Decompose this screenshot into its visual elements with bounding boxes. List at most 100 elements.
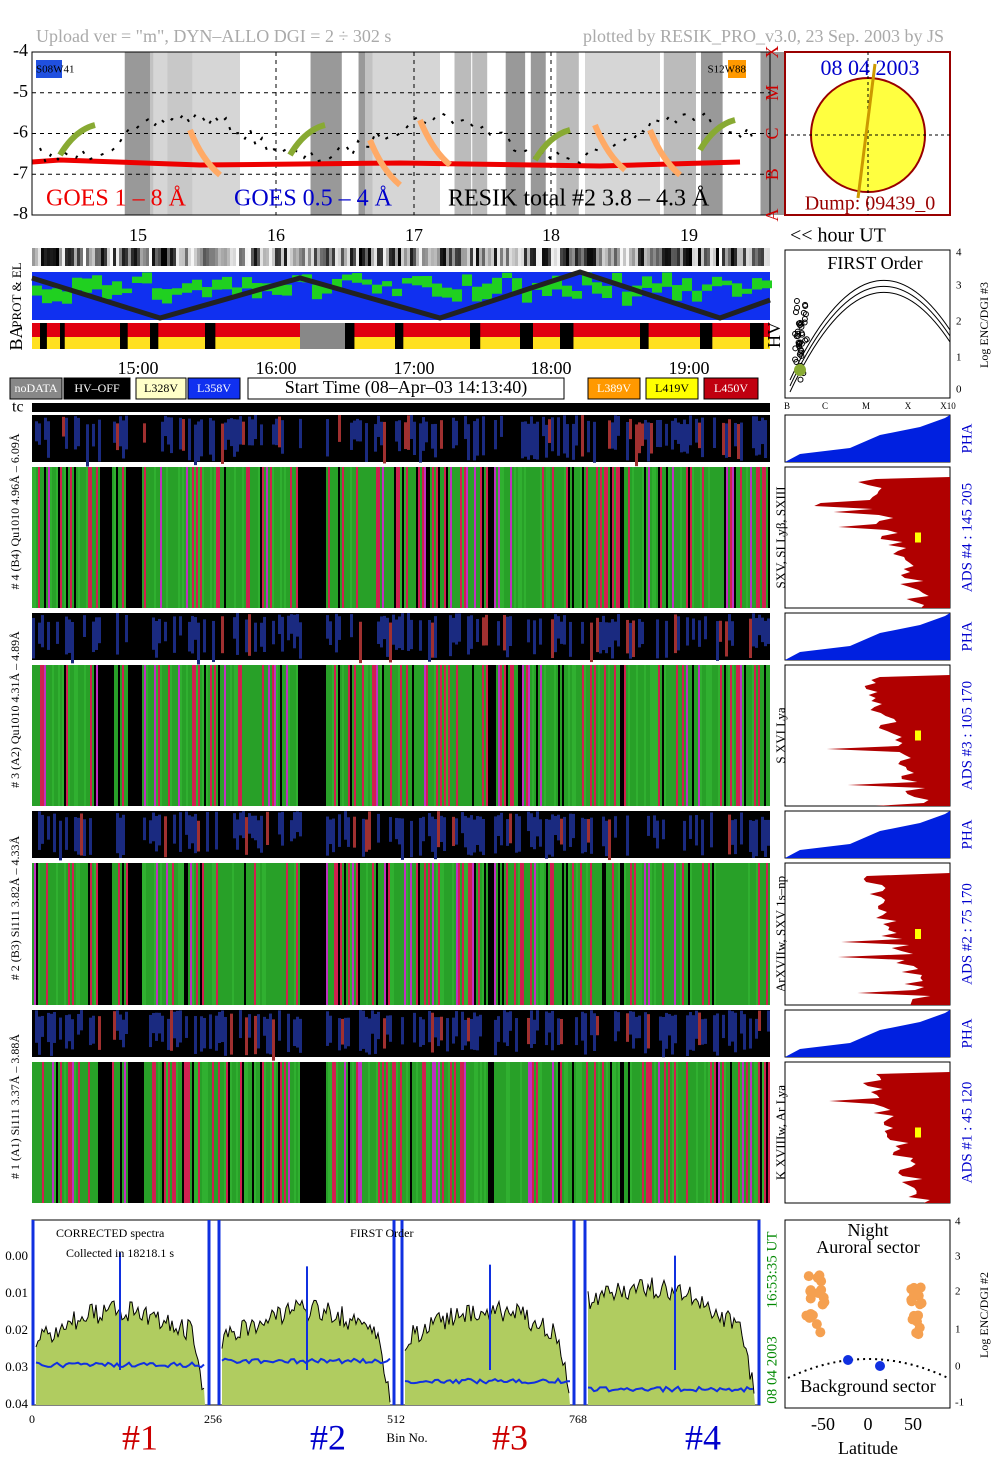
spectrogram-column	[440, 1062, 442, 1203]
spectrogram-column	[494, 665, 496, 806]
pha-column	[419, 620, 422, 651]
prot-strip	[290, 248, 293, 266]
spectrogram-column	[70, 1062, 72, 1203]
spectrogram-column	[40, 665, 42, 806]
pha-column	[230, 418, 233, 447]
green-segment	[697, 117, 736, 152]
pha-column	[410, 820, 413, 858]
pha-column	[545, 1011, 548, 1046]
prot-strip	[437, 248, 440, 266]
spectrogram-column	[216, 467, 218, 608]
spectrogram-column	[542, 467, 544, 608]
pha-column	[401, 818, 404, 860]
prot-green	[422, 275, 432, 288]
pha-column	[701, 1019, 704, 1045]
spectrogram-column	[34, 665, 36, 806]
prot-strip	[314, 248, 317, 266]
spectrogram-column	[666, 863, 668, 1005]
prot-strip	[104, 248, 107, 266]
spectrogram-column	[44, 1062, 46, 1203]
legend-box	[63, 377, 131, 400]
background-boundary	[787, 1358, 949, 1379]
ba-gap	[560, 323, 574, 349]
pha-column	[233, 813, 236, 839]
spectrogram-column	[618, 467, 620, 608]
spectrogram-column	[478, 863, 480, 1005]
spectrogram-column	[378, 863, 380, 1005]
pha-column	[548, 1012, 551, 1033]
pha-column	[479, 816, 482, 852]
spectrogram-column	[548, 1062, 550, 1203]
spectrogram-column	[762, 665, 764, 806]
pha-column	[212, 420, 215, 462]
spectrogram-column	[572, 467, 574, 608]
pha-column	[473, 819, 476, 853]
spectrogram-column	[188, 665, 190, 806]
prot-strip	[686, 248, 689, 266]
spectrogram-column	[332, 1062, 334, 1203]
spectrogram-column	[338, 1062, 340, 1203]
spectrogram-column	[244, 863, 246, 1005]
spectrogram-column	[690, 467, 692, 608]
spectrogram-column	[96, 1062, 98, 1203]
spectrogram-column	[590, 467, 592, 608]
pha-column	[38, 622, 41, 644]
spectrogram-column	[680, 467, 682, 608]
spectrogram-column	[340, 665, 342, 806]
spectrogram-column	[434, 863, 436, 1005]
spectrogram-column	[442, 1062, 444, 1203]
spectrogram-column	[668, 467, 670, 608]
spectrogram-column	[704, 863, 706, 1005]
spectrogram-column	[332, 467, 334, 608]
prot-strip	[404, 248, 407, 266]
spectrogram-column	[124, 1062, 126, 1203]
spectrogram-column	[58, 467, 60, 608]
spectrogram-column	[246, 1062, 248, 1203]
spectrogram-column	[552, 1062, 554, 1203]
spectrogram-column	[218, 665, 220, 806]
spectrogram-column	[644, 1062, 646, 1203]
pha-column	[374, 1013, 377, 1054]
prot-strip	[179, 248, 182, 266]
pha-column	[626, 421, 629, 461]
pha-column	[338, 415, 341, 442]
pha-column	[626, 1013, 629, 1042]
prot-strip	[560, 248, 563, 266]
spectrogram-column	[484, 467, 486, 608]
spectrogram-column	[584, 863, 586, 1005]
pha-column	[725, 423, 728, 458]
spectrogram-column	[438, 1062, 440, 1203]
spectrogram-column	[436, 467, 438, 608]
prot-strip	[506, 248, 509, 266]
spectrogram-column	[686, 467, 688, 608]
spectrogram-column	[666, 665, 668, 806]
prot-green	[42, 289, 52, 304]
spectrogram-column	[152, 863, 154, 1005]
prot-strip	[281, 248, 284, 266]
pha-column	[47, 816, 50, 840]
prot-strip	[755, 248, 758, 266]
channel-number: #1	[122, 1417, 158, 1457]
pha-column	[386, 1015, 389, 1035]
y-tick-label: -5	[13, 81, 28, 101]
spectrogram-column	[122, 863, 124, 1005]
x-tick-label: 50	[904, 1414, 922, 1434]
legend-goes-long: GOES 1 – 8 Å	[46, 186, 187, 212]
first-dot	[799, 331, 806, 338]
spectrogram-column	[380, 665, 382, 806]
spectrogram-column	[232, 1062, 234, 1203]
pha-column	[665, 423, 668, 446]
first-title: FIRST Order	[827, 253, 922, 273]
spectrogram-column	[646, 863, 648, 1005]
spectrogram-column	[470, 665, 472, 806]
prot-strip	[599, 248, 602, 266]
pha-column	[254, 415, 257, 440]
spectrogram-column	[682, 1062, 684, 1203]
spectrogram-column	[114, 665, 116, 806]
spectrogram-column	[54, 863, 56, 1005]
prot-strip	[422, 248, 425, 266]
spectrogram-column	[550, 467, 552, 608]
pha-column	[659, 1016, 662, 1041]
spectrogram-column	[80, 863, 82, 1005]
spectrogram-column	[284, 467, 286, 608]
